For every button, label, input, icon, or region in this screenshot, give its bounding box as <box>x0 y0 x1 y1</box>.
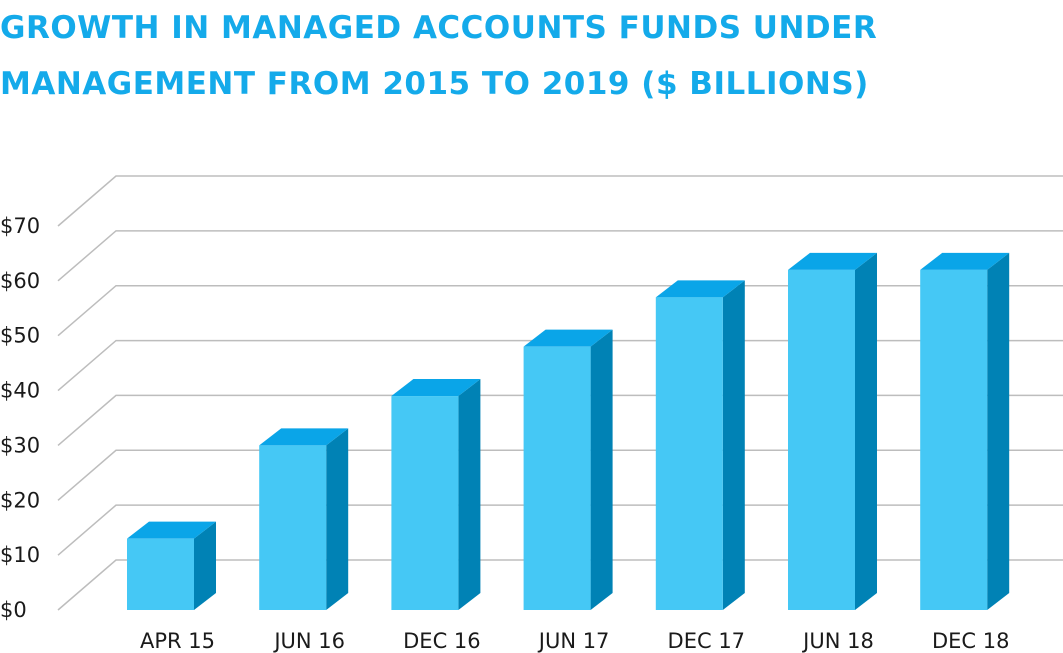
bar <box>391 379 481 610</box>
bar-top <box>920 252 1010 270</box>
bar-top <box>655 280 745 298</box>
bar-side <box>590 329 613 610</box>
bar-top <box>127 521 216 539</box>
bar-front <box>391 396 459 610</box>
x-tick-label: JUN 18 <box>801 629 874 653</box>
gridline <box>57 284 1063 337</box>
bar-side <box>194 521 216 610</box>
chart-title-line-1: GROWTH IN MANAGED ACCOUNTS FUNDS UNDER <box>0 10 878 46</box>
bar-top <box>523 329 613 347</box>
x-tick-label: DEC 18 <box>932 629 1010 653</box>
bar-front <box>920 269 988 610</box>
bar-top <box>788 252 877 270</box>
bar-side <box>326 428 349 610</box>
bar-front <box>259 445 327 610</box>
bar <box>655 280 745 610</box>
chart-title: GROWTH IN MANAGED ACCOUNTS FUNDS UNDER M… <box>0 0 1063 112</box>
gridline <box>57 504 1063 556</box>
x-tick-label: JUN 17 <box>537 629 610 653</box>
gridlines <box>57 175 1063 611</box>
y-tick-label: $50 <box>0 324 40 348</box>
bar <box>920 252 1010 610</box>
y-tick-label: $70 <box>0 214 40 238</box>
y-axis-ticks: $0 $10 $20 $30 $40 $50 $60 $70 <box>0 214 40 622</box>
x-tick-label: JUN 16 <box>272 629 345 653</box>
bars <box>127 252 1010 610</box>
x-axis-labels: APR 15 JUN 16 DEC 16 JUN 17 DEC 17 JUN 18 DEC … <box>140 629 1009 653</box>
gridline <box>57 559 1063 611</box>
y-tick-label: $40 <box>0 379 40 403</box>
y-tick-label: $30 <box>0 433 40 457</box>
gridline <box>57 339 1063 392</box>
x-tick-label: DEC 16 <box>403 629 481 653</box>
bar-side <box>458 379 481 610</box>
bar-top <box>259 428 349 446</box>
bar <box>259 428 349 610</box>
bar-front <box>788 269 855 610</box>
bar <box>523 329 613 610</box>
bar-side <box>855 252 877 610</box>
chart-title-line-2: MANAGEMENT FROM 2015 TO 2019 ($ BILLIONS… <box>0 66 869 102</box>
bar-side <box>987 252 1010 610</box>
bar-front <box>127 538 194 610</box>
bar-front <box>655 297 723 610</box>
bar <box>127 521 216 610</box>
y-tick-label: $20 <box>0 488 40 512</box>
y-tick-label: $10 <box>0 543 40 567</box>
gridline <box>57 175 1063 227</box>
y-tick-label: $0 <box>0 598 27 622</box>
bar-front <box>523 346 591 610</box>
x-tick-label: DEC 17 <box>668 629 746 653</box>
bar-top <box>391 379 481 397</box>
gridline <box>57 449 1063 501</box>
y-tick-label: $60 <box>0 269 40 293</box>
x-tick-label: APR 15 <box>140 629 215 653</box>
bar <box>788 252 877 610</box>
gridline <box>57 230 1063 282</box>
bar-side <box>722 280 745 610</box>
gridline <box>57 394 1063 446</box>
